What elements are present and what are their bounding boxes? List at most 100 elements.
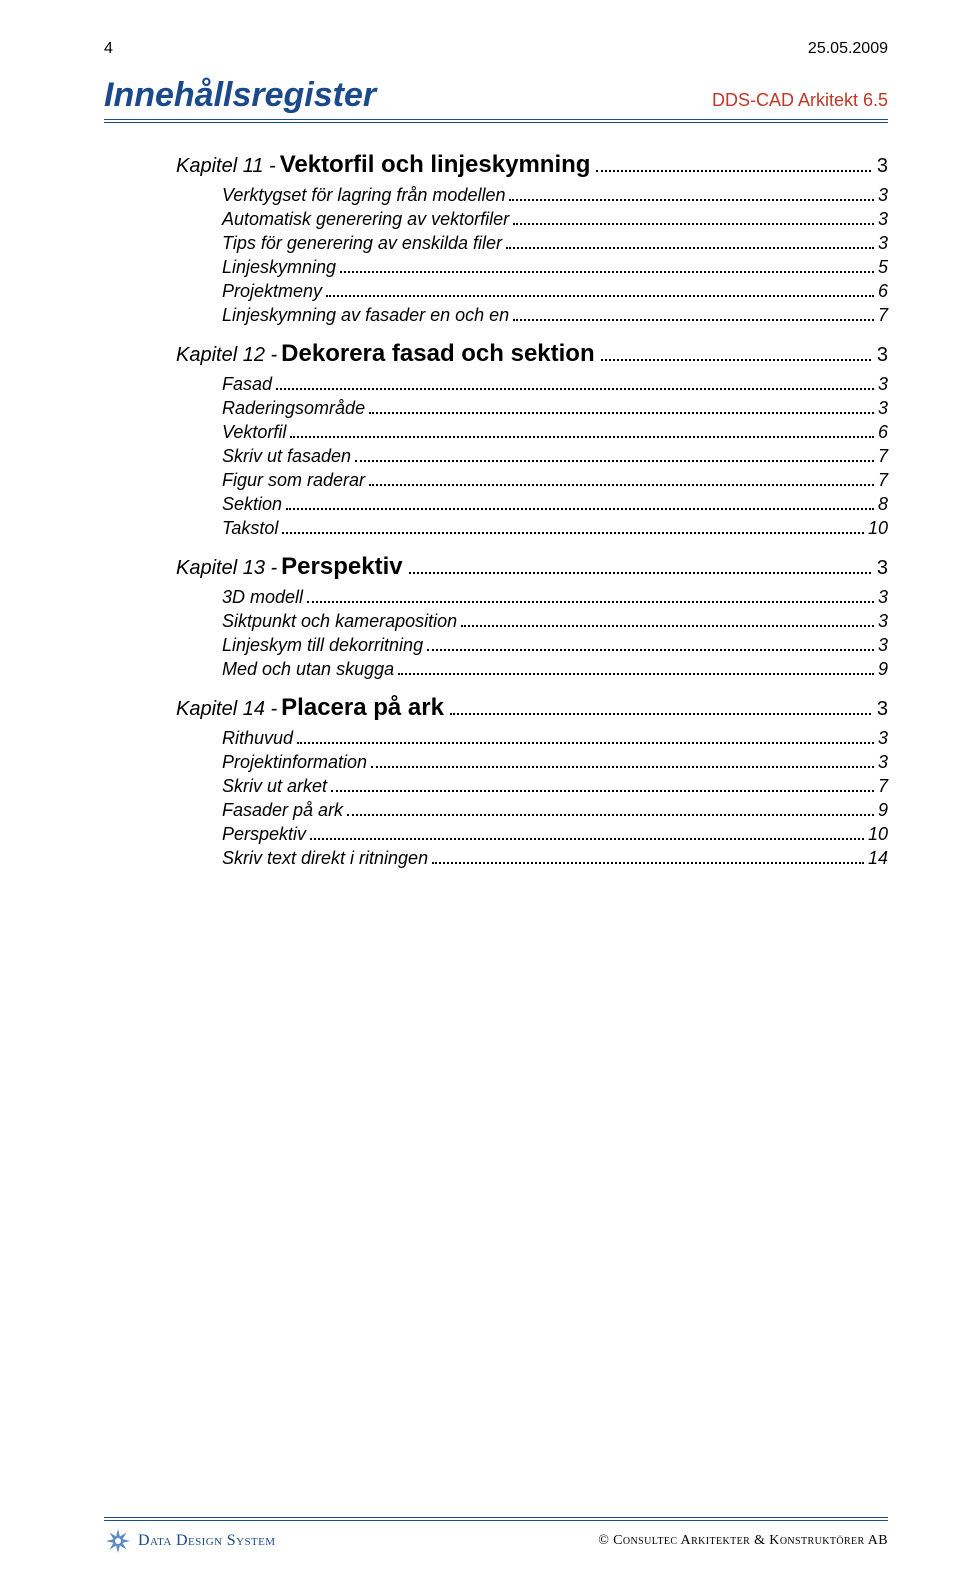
leader-dots [347,814,874,816]
entry-label: Fasader på ark [222,800,343,821]
leader-dots [331,790,874,792]
chapter-page: 3 [877,698,888,721]
chapter-name: Placera på ark [281,694,444,722]
leader-dots [326,295,874,297]
toc-entry: Skriv ut fasaden 7 [222,446,888,467]
leader-dots [461,625,874,627]
entry-label: Projektmeny [222,281,322,302]
page-subtitle: DDS-CAD Arkitekt 6.5 [712,90,888,111]
toc-entry: Projektinformation 3 [222,752,888,773]
leader-dots [282,532,864,534]
entry-page: 10 [868,824,888,845]
title-row: Innehållsregister DDS-CAD Arkitekt 6.5 [104,76,888,123]
leader-dots [310,838,864,840]
entry-label: Projektinformation [222,752,367,773]
entry-label: Takstol [222,518,278,539]
toc-chapter: Kapitel 12 - Dekorera fasad och sektion … [176,340,888,368]
chapter-name: Dekorera fasad och sektion [281,340,594,368]
entry-page: 10 [868,518,888,539]
entry-page: 3 [878,233,888,254]
footer-left: Data Design System [104,1527,275,1555]
leader-dots [369,412,874,414]
entry-page: 7 [878,305,888,326]
footer-brand: Data Design System [138,1532,275,1550]
leader-dots [340,271,874,273]
entry-page: 7 [878,776,888,797]
toc-entry: Takstol 10 [222,518,888,539]
toc-chapter: Kapitel 13 - Perspektiv 3 [176,553,888,581]
leader-dots [601,359,871,361]
leader-dots [409,572,871,574]
entry-label: Linjeskymning av fasader en och en [222,305,509,326]
entry-label: Linjeskymning [222,257,336,278]
toc-entry: Linjeskymning5 [222,257,888,278]
toc-entry: Skriv text direkt i ritningen 14 [222,848,888,869]
chapter-prefix: Kapitel 14 - [176,698,277,721]
entry-label: Skriv ut fasaden [222,446,351,467]
footer: Data Design System © Consultec Arkitekte… [104,1517,888,1555]
leader-dots [355,460,874,462]
leader-dots [398,673,874,675]
toc-entry: Raderingsområde3 [222,398,888,419]
leader-dots [513,223,874,225]
entry-label: 3D modell [222,587,303,608]
entry-page: 3 [878,635,888,656]
entry-page: 7 [878,470,888,491]
chapter-page: 3 [877,344,888,367]
toc-entry: Automatisk generering av vektorfiler 3 [222,209,888,230]
toc-entry: Projektmeny6 [222,281,888,302]
leader-dots [513,319,874,321]
toc-entry: Tips för generering av enskilda filer3 [222,233,888,254]
chapter-page: 3 [877,155,888,178]
entry-label: Linjeskym till dekorritning [222,635,423,656]
table-of-contents: Kapitel 11 - Vektorfil och linjeskymning… [104,151,888,869]
entry-label: Verktygset för lagring från modellen [222,185,505,206]
entry-page: 8 [878,494,888,515]
leader-dots [297,742,874,744]
leader-dots [432,862,864,864]
entry-page: 3 [878,587,888,608]
chapter-prefix: Kapitel 13 - [176,557,277,580]
entry-label: Automatisk generering av vektorfiler [222,209,509,230]
entry-label: Skriv text direkt i ritningen [222,848,428,869]
entry-label: Sektion [222,494,282,515]
chapter-name: Vektorfil och linjeskymning [280,151,591,179]
entry-page: 7 [878,446,888,467]
leader-dots [290,436,874,438]
toc-entry: Linjeskym till dekorritning 3 [222,635,888,656]
logo-icon [104,1527,132,1555]
entry-label: Med och utan skugga [222,659,394,680]
entry-page: 3 [878,185,888,206]
toc-entry: Vektorfil6 [222,422,888,443]
toc-entry: Perspektiv10 [222,824,888,845]
entry-label: Skriv ut arket [222,776,327,797]
toc-entry: Rithuvud 3 [222,728,888,749]
page-number: 4 [104,40,113,58]
entry-page: 3 [878,752,888,773]
chapter-page: 3 [877,557,888,580]
leader-dots [286,508,874,510]
toc-entry: Fasader på ark9 [222,800,888,821]
leader-dots [427,649,874,651]
entry-page: 3 [878,209,888,230]
entry-page: 3 [878,611,888,632]
toc-chapter: Kapitel 14 - Placera på ark 3 [176,694,888,722]
leader-dots [371,766,874,768]
leader-dots [509,199,874,201]
entry-page: 14 [868,848,888,869]
entry-page: 3 [878,398,888,419]
toc-entry: Med och utan skugga9 [222,659,888,680]
leader-dots [506,247,874,249]
entry-label: Vektorfil [222,422,286,443]
header: 4 25.05.2009 [104,40,888,58]
entry-page: 3 [878,728,888,749]
toc-entry: Fasad3 [222,374,888,395]
toc-entry: Verktygset för lagring från modellen 3 [222,185,888,206]
chapter-prefix: Kapitel 12 - [176,344,277,367]
leader-dots [596,170,870,172]
leader-dots [276,388,874,390]
entry-label: Figur som raderar [222,470,365,491]
toc-entry: Figur som raderar 7 [222,470,888,491]
toc-entry: Siktpunkt och kameraposition3 [222,611,888,632]
entry-label: Rithuvud [222,728,293,749]
